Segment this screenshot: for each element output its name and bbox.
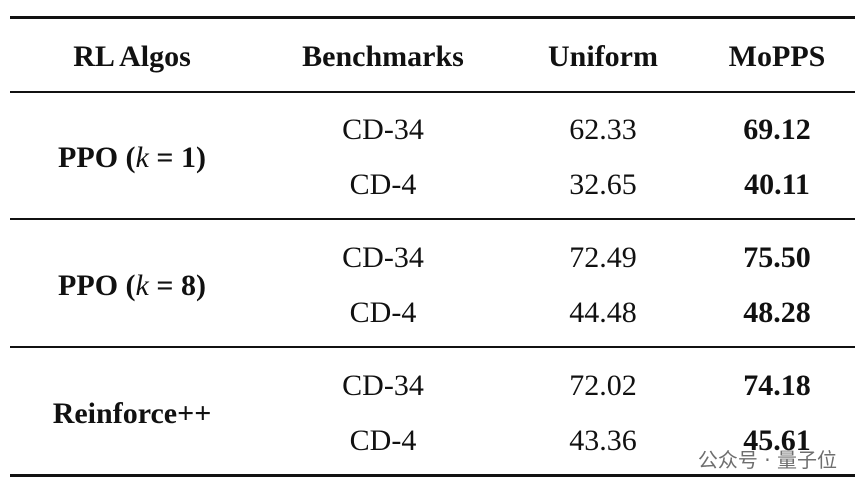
- column-header: Benchmarks: [302, 40, 464, 73]
- algo-label-part: Reinforce++: [52, 396, 212, 430]
- group-rule: [10, 218, 855, 220]
- column-header: MoPPS: [728, 40, 826, 73]
- benchmark: CD-4: [349, 168, 417, 201]
- benchmark: CD-34: [342, 369, 424, 402]
- watermark: 公众号 · 量子位: [697, 448, 837, 472]
- top-rule: [10, 16, 855, 19]
- uniform-score: 43.36: [569, 424, 637, 457]
- bottom-rule: [10, 474, 855, 477]
- group-rule: [10, 346, 855, 348]
- uniform-score: 44.48: [569, 296, 637, 329]
- benchmark: CD-4: [349, 424, 417, 457]
- algo-label-part: PPO (: [58, 268, 136, 302]
- mopps-score: 74.18: [743, 369, 811, 402]
- benchmark: CD-4: [349, 296, 417, 329]
- algo-label-part: PPO (: [58, 140, 136, 174]
- algo-label: PPO (k = 1): [58, 141, 206, 175]
- benchmark: CD-34: [342, 113, 424, 146]
- uniform-score: 72.02: [569, 369, 637, 402]
- header-rule: [10, 91, 855, 93]
- mopps-score: 69.12: [743, 113, 811, 146]
- algo-label-part: k: [135, 268, 149, 302]
- mopps-score: 75.50: [743, 241, 811, 274]
- algo-label: Reinforce++: [53, 397, 212, 431]
- mopps-score: 48.28: [743, 296, 811, 329]
- algo-label-part: = 1): [148, 140, 206, 174]
- column-header: Uniform: [548, 40, 658, 73]
- algo-label: PPO (k = 8): [58, 269, 206, 303]
- uniform-score: 62.33: [569, 113, 637, 146]
- benchmark: CD-34: [342, 241, 424, 274]
- uniform-score: 72.49: [569, 241, 637, 274]
- column-header: RL Algos: [73, 40, 191, 73]
- uniform-score: 32.65: [569, 168, 637, 201]
- algo-label-part: k: [135, 140, 149, 174]
- algo-label-part: = 8): [148, 268, 206, 302]
- mopps-score: 45.61: [743, 424, 811, 457]
- mopps-score: 40.11: [744, 168, 810, 201]
